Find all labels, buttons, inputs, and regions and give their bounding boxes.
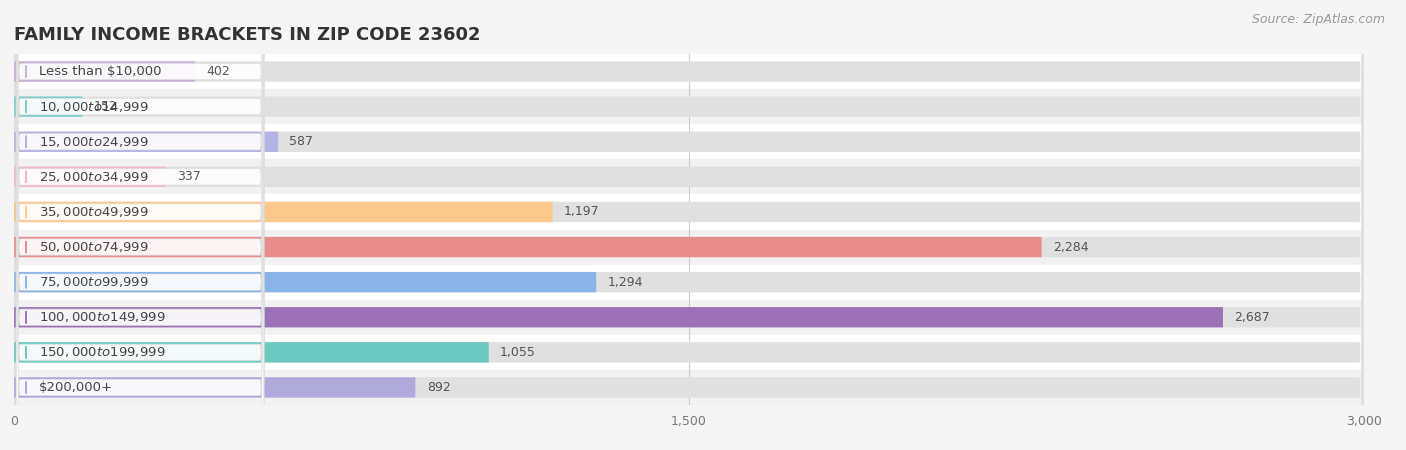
- Bar: [14, 89, 1364, 124]
- Bar: [14, 335, 1364, 370]
- Text: 1,294: 1,294: [607, 276, 643, 288]
- FancyBboxPatch shape: [14, 307, 1223, 328]
- FancyBboxPatch shape: [14, 377, 415, 398]
- FancyBboxPatch shape: [17, 9, 264, 450]
- FancyBboxPatch shape: [14, 12, 1364, 450]
- Text: $10,000 to $14,999: $10,000 to $14,999: [39, 99, 149, 114]
- Text: Source: ZipAtlas.com: Source: ZipAtlas.com: [1251, 14, 1385, 27]
- Bar: [14, 194, 1364, 230]
- Text: 337: 337: [177, 171, 201, 183]
- Text: 587: 587: [290, 135, 314, 148]
- FancyBboxPatch shape: [14, 342, 489, 363]
- Text: 152: 152: [94, 100, 118, 113]
- FancyBboxPatch shape: [14, 237, 1042, 257]
- Text: $200,000+: $200,000+: [39, 381, 112, 394]
- Text: $50,000 to $74,999: $50,000 to $74,999: [39, 240, 149, 254]
- FancyBboxPatch shape: [14, 47, 1364, 450]
- FancyBboxPatch shape: [17, 0, 264, 344]
- FancyBboxPatch shape: [14, 0, 1364, 450]
- FancyBboxPatch shape: [14, 166, 166, 187]
- Text: $100,000 to $149,999: $100,000 to $149,999: [39, 310, 166, 324]
- FancyBboxPatch shape: [14, 0, 1364, 450]
- Text: 2,284: 2,284: [1053, 241, 1088, 253]
- FancyBboxPatch shape: [17, 0, 264, 450]
- Text: 1,055: 1,055: [501, 346, 536, 359]
- Text: 402: 402: [207, 65, 231, 78]
- Bar: [14, 159, 1364, 194]
- FancyBboxPatch shape: [14, 96, 83, 117]
- FancyBboxPatch shape: [14, 131, 278, 152]
- Bar: [14, 124, 1364, 159]
- Bar: [14, 54, 1364, 89]
- FancyBboxPatch shape: [14, 0, 1364, 450]
- Bar: [14, 300, 1364, 335]
- FancyBboxPatch shape: [17, 45, 264, 450]
- Text: Less than $10,000: Less than $10,000: [39, 65, 162, 78]
- Text: 892: 892: [426, 381, 450, 394]
- Text: $15,000 to $24,999: $15,000 to $24,999: [39, 135, 149, 149]
- FancyBboxPatch shape: [17, 0, 264, 450]
- Text: 1,197: 1,197: [564, 206, 599, 218]
- FancyBboxPatch shape: [17, 0, 264, 450]
- Text: 2,687: 2,687: [1234, 311, 1270, 324]
- Text: $35,000 to $49,999: $35,000 to $49,999: [39, 205, 149, 219]
- FancyBboxPatch shape: [14, 61, 195, 82]
- Bar: [14, 370, 1364, 405]
- FancyBboxPatch shape: [17, 80, 264, 450]
- Bar: [14, 230, 1364, 265]
- FancyBboxPatch shape: [14, 0, 1364, 450]
- FancyBboxPatch shape: [14, 0, 1364, 450]
- FancyBboxPatch shape: [17, 115, 264, 450]
- FancyBboxPatch shape: [14, 202, 553, 222]
- FancyBboxPatch shape: [14, 272, 596, 292]
- FancyBboxPatch shape: [14, 0, 1364, 447]
- Text: $75,000 to $99,999: $75,000 to $99,999: [39, 275, 149, 289]
- FancyBboxPatch shape: [17, 0, 264, 414]
- Text: $150,000 to $199,999: $150,000 to $199,999: [39, 345, 166, 360]
- FancyBboxPatch shape: [14, 0, 1364, 412]
- Text: FAMILY INCOME BRACKETS IN ZIP CODE 23602: FAMILY INCOME BRACKETS IN ZIP CODE 23602: [14, 26, 481, 44]
- Bar: [14, 265, 1364, 300]
- FancyBboxPatch shape: [17, 0, 264, 379]
- Text: $25,000 to $34,999: $25,000 to $34,999: [39, 170, 149, 184]
- FancyBboxPatch shape: [14, 0, 1364, 450]
